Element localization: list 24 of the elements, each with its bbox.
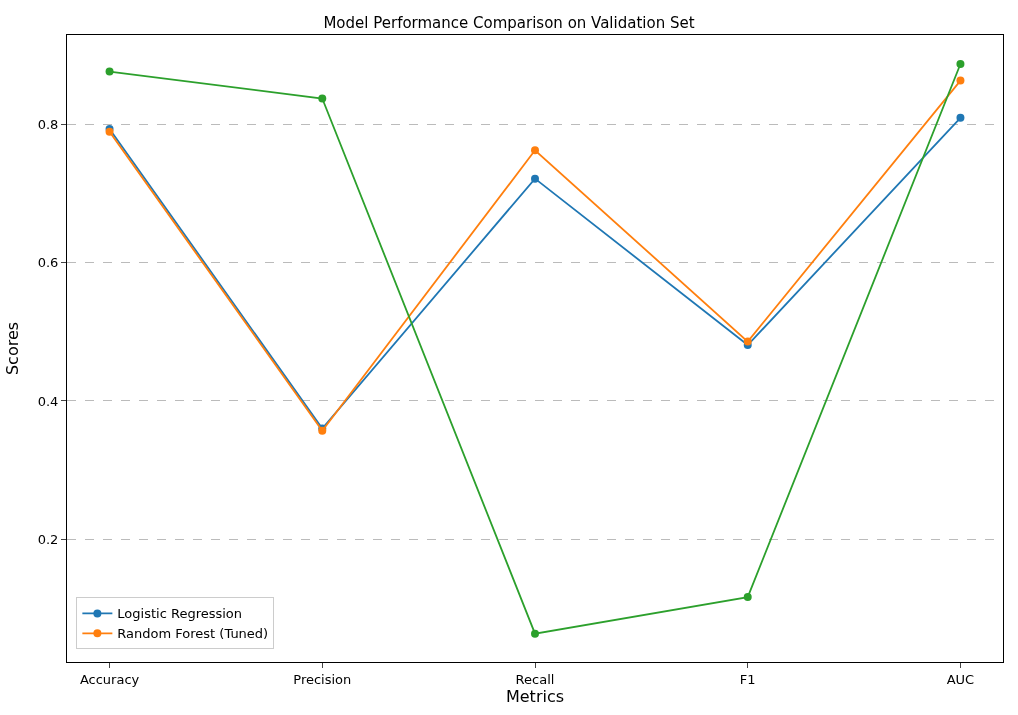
point bbox=[105, 67, 114, 76]
legend-label: Random Forest (Tuned) bbox=[117, 626, 269, 642]
x-tick-label: AUC bbox=[946, 671, 975, 687]
point bbox=[743, 593, 752, 602]
y-tick-label: 0.2 bbox=[37, 531, 59, 547]
x-tick-label: Recall bbox=[515, 671, 555, 687]
chart-title: Model Performance Comparison on Validation Set bbox=[323, 14, 695, 33]
x-tick-label: Precision bbox=[293, 671, 352, 687]
point bbox=[956, 76, 965, 85]
point bbox=[956, 60, 965, 68]
y-tick-label: 0.8 bbox=[37, 117, 59, 133]
point bbox=[531, 174, 539, 183]
point bbox=[531, 629, 539, 638]
x-tick-label: F1 bbox=[739, 671, 756, 687]
x-axis-title: Metrics bbox=[505, 687, 565, 707]
x-tick-label: Accuracy bbox=[79, 671, 140, 687]
y-tick-label: 0.6 bbox=[37, 255, 59, 271]
legend-label: Logistic Regression bbox=[117, 606, 243, 622]
point bbox=[743, 337, 752, 346]
point bbox=[318, 94, 327, 103]
y-axis-title: Scores bbox=[2, 321, 22, 376]
point bbox=[531, 146, 539, 155]
y-tick-label: 0.4 bbox=[37, 393, 59, 409]
point bbox=[956, 113, 965, 122]
